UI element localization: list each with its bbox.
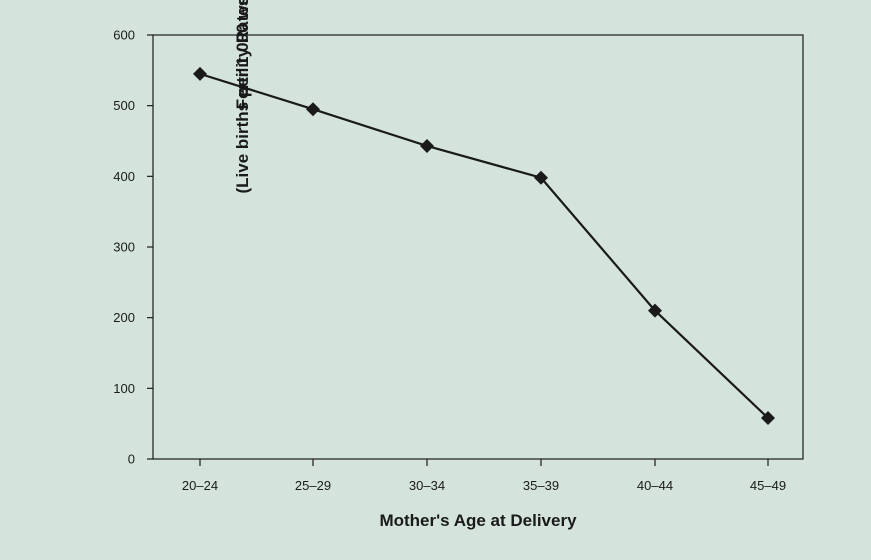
y-axis-title: Fertility Rates (Live births per 1 000 w… xyxy=(233,0,252,194)
x-tick-label: 40–44 xyxy=(637,478,673,493)
series-line xyxy=(199,72,769,419)
y-tick-label: 300 xyxy=(113,240,135,255)
x-axis-title: Mother's Age at Delivery xyxy=(379,511,577,530)
y-axis-ticks: 0 100 200 300 400 500 600 xyxy=(113,28,153,467)
data-point-marker xyxy=(193,66,207,81)
data-point-marker xyxy=(534,170,548,185)
y-tick-label: 200 xyxy=(113,310,135,325)
x-tick-label: 35–39 xyxy=(523,478,559,493)
y-tick-label: 400 xyxy=(113,169,135,184)
y-tick-label: 500 xyxy=(113,98,135,113)
y-tick-label: 100 xyxy=(113,381,135,396)
x-axis-ticks: 20–24 25–29 30–34 35–39 40–44 45–49 xyxy=(182,459,786,493)
data-points xyxy=(193,66,775,426)
x-tick-label: 25–29 xyxy=(295,478,331,493)
data-point-marker xyxy=(761,411,775,426)
y-axis-title-line2: (Live births per 1 000 women) xyxy=(233,0,252,194)
x-tick-label: 45–49 xyxy=(750,478,786,493)
data-point-marker xyxy=(648,303,662,318)
x-tick-label: 30–34 xyxy=(409,478,445,493)
y-tick-label: 600 xyxy=(113,28,135,43)
y-tick-label: 0 xyxy=(128,452,135,467)
x-tick-label: 20–24 xyxy=(182,478,218,493)
y-axis-title-line1: Fertility Rates xyxy=(233,0,252,109)
data-point-marker xyxy=(306,102,320,117)
data-point-marker xyxy=(420,138,434,153)
